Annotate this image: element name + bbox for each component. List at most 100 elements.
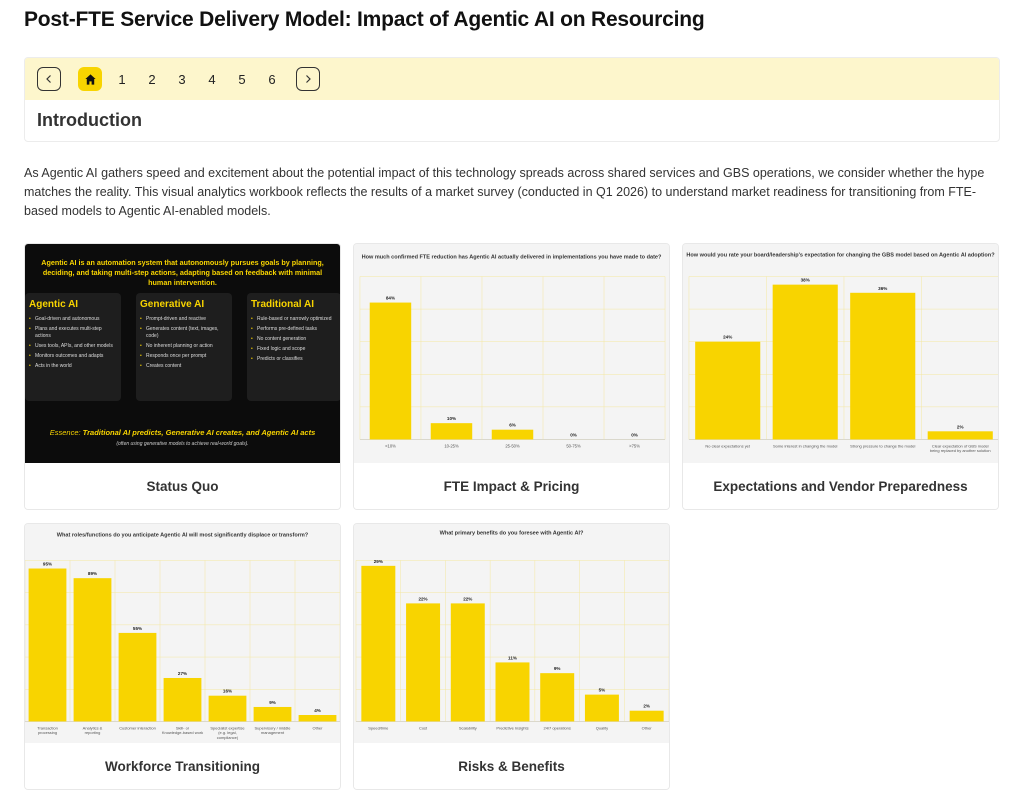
chart-title: How would you rate your board/leadership… [686, 253, 995, 259]
page-number-6[interactable]: 6 [268, 71, 276, 87]
bar-1 [28, 568, 67, 722]
box-item: Acts in the world [29, 363, 117, 370]
card-workforce[interactable]: What roles/functions do you anticipate A… [24, 523, 341, 790]
bar-3 [118, 632, 157, 722]
chevron-left-icon [46, 75, 51, 83]
home-button[interactable] [78, 67, 102, 91]
category-label: Skill- or Knowledge-based work [162, 725, 203, 735]
box-item: Uses tools, APIs, and other models [29, 343, 117, 350]
card-fte-impact[interactable]: How much confirmed FTE reduction has Age… [353, 243, 670, 510]
bar-value-label: 24% [723, 335, 732, 340]
card-expectations[interactable]: How would you rate your board/leadership… [682, 243, 999, 510]
chart-title: What roles/functions do you anticipate A… [57, 533, 309, 539]
bar-6 [253, 706, 292, 722]
chevron-right-icon [306, 75, 311, 83]
bar-value-label: 6% [509, 423, 516, 428]
essence-prefix: Essence: [49, 428, 83, 437]
bar-value-label: 36% [878, 286, 887, 291]
intro-paragraph: As Agentic AI gathers speed and exciteme… [24, 166, 985, 218]
benefits-chart-image: What primary benefits do you foresee wit… [354, 524, 669, 744]
card-label: FTE Impact & Pricing [354, 463, 669, 509]
roles-displacement-chart: What roles/functions do you anticipate A… [25, 524, 340, 744]
bar-value-label: 2% [643, 704, 650, 709]
bar-6 [584, 694, 619, 722]
navigation-panel: 1 2 3 4 5 6 Introduction [24, 57, 1000, 142]
home-icon [84, 73, 96, 85]
bar-7 [298, 715, 337, 722]
category-label: >75% [629, 443, 640, 448]
workforce-chart-image: What roles/functions do you anticipate A… [25, 524, 340, 744]
bar-value-label: 38% [801, 278, 810, 283]
expectations-chart-image: How would you rate your board/leadership… [683, 244, 998, 464]
category-label: Specialist expertise (e.g. legal, complian… [210, 725, 245, 740]
fte-reduction-chart: How much confirmed FTE reduction has Age… [354, 244, 669, 464]
bar-value-label: 22% [418, 596, 427, 601]
category-label: Cost [419, 725, 428, 730]
bar-7 [629, 710, 664, 722]
page-number-3[interactable]: 3 [178, 71, 186, 87]
bar-2 [772, 284, 838, 440]
bar-1 [361, 565, 396, 722]
infographic-heading: Agentic AI is an automation system that … [41, 258, 324, 287]
category-label: Analytics & reporting [83, 725, 103, 735]
bar-value-label: 10% [447, 416, 456, 421]
card-status-quo[interactable]: Agentic AI is an automation system that … [24, 243, 341, 510]
card-label: Status Quo [25, 463, 340, 509]
chart-title: How much confirmed FTE reduction has Age… [362, 255, 662, 261]
bar-5 [540, 673, 575, 722]
category-label: 24/7 operations [544, 725, 571, 730]
bar-value-label: 16% [223, 689, 232, 694]
bar-value-label: 11% [508, 655, 517, 660]
essence-line: Essence: Traditional AI predicts, Genera… [25, 428, 340, 437]
bar-value-label: 5% [599, 688, 606, 693]
bar-2 [73, 578, 112, 722]
bar-4 [927, 431, 993, 440]
bar-value-label: 0% [570, 432, 577, 437]
bar-value-label: 55% [133, 626, 142, 631]
category-label: Transaction processing [37, 725, 58, 735]
bar-value-label: 89% [88, 571, 97, 576]
chart-title: What primary benefits do you foresee wit… [440, 531, 584, 537]
bar-value-label: 84% [386, 296, 395, 301]
box-item: Rule-based or narrowly optimized [251, 316, 337, 323]
category-label: Predictive Insights [496, 725, 528, 730]
box-item: Performs pre-defined tasks [251, 326, 337, 333]
next-button[interactable] [296, 67, 320, 91]
page-number-1[interactable]: 1 [118, 71, 126, 87]
box-item: Goal-driven and autonomous [29, 316, 117, 323]
box-title: Traditional AI [251, 299, 314, 310]
page-number-4[interactable]: 4 [208, 71, 216, 87]
previous-button[interactable] [37, 67, 61, 91]
page-number-5[interactable]: 5 [238, 71, 246, 87]
box-item: No content generation [251, 336, 337, 343]
page-number-list: 1 2 3 4 5 6 [107, 72, 287, 87]
bar-1 [695, 341, 761, 440]
category-label: Other [642, 725, 653, 730]
pagination-bar: 1 2 3 4 5 6 [25, 58, 999, 100]
box-item: Generates content (text, images, code) [140, 326, 228, 339]
primary-benefits-chart: What primary benefits do you foresee wit… [354, 524, 669, 744]
box-item: No inherent planning or action [140, 343, 228, 350]
category-label: Clear expectation of GBS model being repl… [930, 443, 991, 453]
bar-3 [850, 292, 916, 440]
card-label: Workforce Transitioning [25, 743, 340, 789]
agentic-ai-box: Agentic AI Goal-driven and autonomous Pla… [25, 293, 121, 401]
bar-5 [208, 695, 247, 722]
bar-value-label: 9% [269, 700, 276, 705]
section-title: Introduction [37, 110, 142, 130]
category-label: Strong pressure to change the model [850, 443, 915, 448]
card-risks-benefits[interactable]: What primary benefits do you foresee wit… [353, 523, 670, 790]
generative-ai-box: Generative AI Prompt-driven and reactive… [136, 293, 232, 401]
card-label: Expectations and Vendor Preparedness [683, 463, 998, 509]
page-number-2[interactable]: 2 [148, 71, 156, 87]
bar-value-label: 27% [178, 671, 187, 676]
category-label: Customer interaction [119, 725, 156, 730]
category-label: Scalability [459, 725, 477, 730]
box-item: Prompt-driven and reactive [140, 316, 228, 323]
bar-value-label: 9% [554, 666, 561, 671]
leadership-expectation-chart: How would you rate your board/leadership… [683, 244, 998, 464]
bar-value-label: 4% [314, 708, 321, 713]
status-quo-infographic: Agentic AI is an automation system that … [25, 244, 340, 464]
bar-3 [491, 429, 534, 440]
card-label: Risks & Benefits [354, 743, 669, 789]
